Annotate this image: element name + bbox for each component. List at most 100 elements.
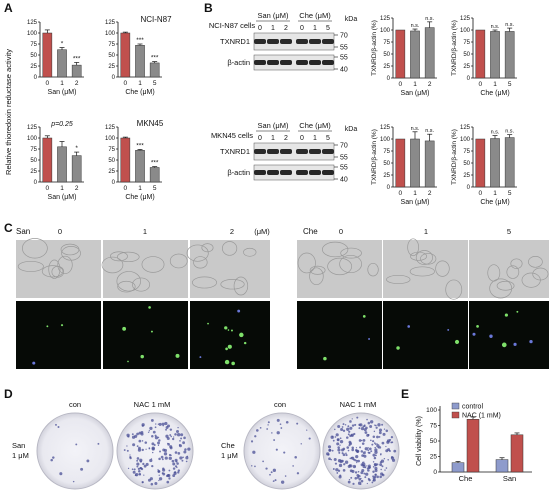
kda-label: kDa: [345, 16, 358, 23]
x-axis-label: San (μM): [401, 199, 430, 206]
cell-outline: [521, 272, 541, 288]
cell-outline: [506, 265, 520, 279]
colony: [139, 460, 143, 463]
y-tick-label: 100: [380, 137, 391, 143]
band-txnrd1: [267, 39, 279, 44]
bar: [149, 167, 160, 183]
y-tick-label: 75: [463, 40, 470, 46]
brightfield-image: [103, 240, 188, 298]
colony: [75, 443, 78, 446]
colony: [136, 459, 139, 462]
y-tick-label: 0: [433, 469, 437, 476]
d-san-label: San: [12, 441, 25, 450]
colony: [342, 453, 346, 457]
legend-label: control: [462, 404, 483, 411]
fluorescent-cell: [207, 322, 209, 325]
cell-outline: [186, 244, 209, 262]
colony: [185, 460, 188, 463]
colony: [140, 467, 144, 471]
colony: [367, 434, 370, 437]
colony: [174, 433, 177, 436]
colony: [344, 424, 347, 426]
cell-outline: [496, 280, 515, 291]
colony: [379, 463, 383, 467]
y-tick-label: 100: [460, 28, 471, 34]
colony: [97, 442, 100, 445]
fluorescent-cell: [489, 334, 493, 338]
marker-label: 40: [340, 67, 348, 74]
colony: [182, 441, 186, 445]
colony: [271, 432, 273, 434]
colony: [168, 477, 171, 480]
c-dose-label: 1: [143, 227, 147, 236]
colony: [151, 435, 154, 438]
colony: [296, 472, 300, 475]
cell-outline: [141, 256, 165, 273]
colony: [375, 454, 377, 457]
colony: [383, 457, 386, 460]
colony: [351, 418, 353, 420]
y-tick-label: 75: [108, 147, 115, 153]
y-tick-label: 100: [105, 136, 116, 142]
x-tick-label: Che: [459, 474, 473, 483]
colony: [351, 424, 355, 427]
d-che-label: Che: [221, 441, 235, 450]
colony: [349, 420, 352, 423]
colony: [164, 421, 168, 426]
colony: [367, 466, 371, 470]
fluorescent-cell: [127, 360, 129, 363]
band-txnrd1: [267, 149, 279, 154]
band-actin: [254, 60, 266, 65]
significance-label: n.s.: [411, 126, 420, 132]
colony: [372, 461, 375, 463]
colony: [352, 458, 355, 461]
colony: [335, 433, 339, 437]
colony: [358, 439, 362, 442]
colony: [388, 450, 391, 453]
colony: [132, 443, 136, 447]
culture-dish: [116, 412, 194, 490]
colony: [347, 449, 350, 452]
colony: [292, 465, 294, 467]
colony: [161, 472, 164, 475]
a-cell-line-mkn45: MKN45: [137, 119, 164, 128]
lane-label: 1: [313, 135, 317, 142]
band-txnrd1: [254, 149, 266, 154]
colony: [147, 478, 151, 482]
colony: [177, 426, 179, 429]
y-tick-label: 75: [30, 147, 37, 153]
colony: [127, 467, 130, 470]
colony: [158, 422, 162, 426]
colony: [135, 472, 139, 477]
colony: [379, 475, 383, 479]
colony: [169, 428, 173, 431]
colony: [345, 452, 347, 455]
brightfield-image: [297, 240, 382, 298]
colony: [339, 474, 342, 477]
c-san-label: San: [16, 227, 30, 236]
colony: [180, 437, 183, 440]
colony: [142, 462, 145, 466]
row-label-actin: β-actin: [227, 58, 250, 67]
c-unit-label: (μM): [254, 227, 270, 236]
band-txnrd1: [322, 39, 334, 44]
cell-outline: [17, 260, 44, 272]
bar: [490, 138, 500, 188]
colony: [385, 429, 389, 433]
chart-b-che-mkn45: 0 25 50 75 100 125 0 1 n.s. 5 n.s. Che (μM) TXNRD/β-…: [451, 125, 517, 206]
fluorescent-cell: [46, 325, 49, 328]
cell-outline: [243, 247, 257, 257]
colony: [376, 435, 379, 439]
colony: [365, 472, 369, 476]
colony: [373, 462, 378, 467]
colony: [347, 480, 351, 484]
band-actin: [280, 170, 292, 175]
colony: [252, 450, 256, 454]
marker-label: 40: [340, 177, 348, 184]
lane-label: 2: [284, 25, 288, 32]
colony: [341, 452, 344, 455]
colony: [361, 454, 364, 457]
colony: [138, 472, 142, 476]
